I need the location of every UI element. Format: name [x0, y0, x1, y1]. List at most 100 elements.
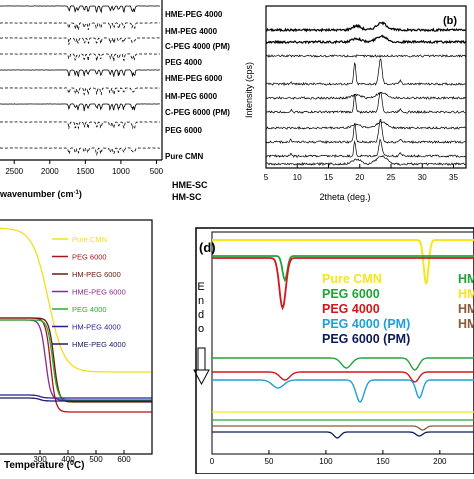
panel-d-legend-entry: HM [458, 317, 474, 331]
panel-b-xrd: (b) 5 10 15 20 25 30 35 Intensity (cps) 2theta… [244, 5, 467, 202]
panel-d-plot-frame [211, 231, 474, 455]
panel-d-series-line [212, 357, 474, 371]
panel-c-series-line [0, 319, 152, 401]
panel-d-panel-label: (d) [199, 240, 216, 255]
panel-b-y-label: Intensity (cps) [244, 62, 254, 118]
panel-b-x-tick-label: 10 [293, 173, 302, 182]
panel-c-tga: Pure CMN PEG 6000 HM-PEG 6000 HME-PEG 6000 P… [0, 219, 153, 472]
endo-arrow-head [193, 369, 210, 386]
panel-d-legend-entry: HM [458, 302, 474, 316]
panel-a-series-line [0, 87, 161, 97]
panel-a-curves [0, 5, 161, 156]
panel-d-series-line [212, 371, 474, 383]
panel-c-series-line [0, 227, 152, 373]
panel-a-series-line [0, 53, 160, 62]
panel-a-legend-entry: HME-PEG 4000 [165, 10, 223, 19]
panel-a-series-line [0, 5, 160, 14]
panel-b-series-line [265, 155, 466, 167]
panel-c-series-line [0, 317, 152, 403]
panel-b-series-line [265, 138, 466, 159]
panel-a-legend-entry: HM-PEG 6000 [165, 92, 218, 101]
panel-c-x-tick-label: 500 [89, 455, 103, 464]
panel-a-x-tick-label: 2000 [41, 167, 59, 176]
panel-c-legend-entry: HME-PEG 6000 [72, 288, 126, 297]
panel-d-series-line [212, 239, 474, 285]
panel-c-ticks: 300 400 500 600 [33, 450, 131, 464]
panel-a-x-tick-label: 500 [150, 167, 164, 176]
panel-b-series-line [265, 53, 466, 58]
panel-d-curves [212, 239, 474, 439]
panel-a-extra-label: HM-SC [172, 192, 202, 202]
panel-d-series-line [212, 255, 474, 283]
panel-d-series-line [212, 257, 474, 311]
panel-d-x-tick-label: 150 [376, 457, 390, 466]
panel-a-series-line [0, 121, 161, 130]
panel-b-panel-label: (b) [443, 15, 457, 27]
panel-c-x-tick-label: 600 [117, 455, 131, 464]
panel-a-legend-entry: HME-PEG 6000 [165, 74, 223, 83]
panel-b-x-tick-label: 15 [324, 173, 333, 182]
panel-d-legend-entry: HM [458, 287, 474, 301]
panel-a-legend-entry: Pure CMN [165, 152, 203, 161]
panel-c-x-tick-label: 300 [33, 455, 47, 464]
panel-b-series-line [265, 21, 466, 33]
panel-c-series-line [0, 394, 152, 399]
panel-d-ticks: 0 50 100 150 200 [210, 450, 447, 466]
panel-b-x-tick-label: 30 [418, 173, 427, 182]
panel-c-legend-entry: Pure CMN [72, 235, 107, 244]
panel-d-legend-entry: PEG 6000 [322, 287, 380, 301]
panel-c-legend-entry: HM-PEG 4000 [72, 323, 121, 332]
panel-c-legend-entry: PEG 4000 [72, 305, 107, 314]
panel-d-legend-entry: PEG 4000 (PM) [322, 317, 410, 331]
panel-c-series-line [0, 319, 152, 401]
panel-c-x-tick-label: 400 [61, 455, 75, 464]
panel-a-legend-entry: C-PEG 6000 (PM) [165, 108, 230, 117]
panel-b-series-line [265, 120, 466, 131]
panel-a-legend-entry: HM-PEG 4000 [165, 27, 218, 36]
panel-b-series-line [265, 34, 467, 45]
panel-a-series-line [0, 103, 160, 112]
panel-d-series-line [212, 431, 474, 439]
panel-a-x-tick-label: 1500 [76, 167, 94, 176]
panel-a-legend-entry: PEG 4000 [165, 58, 202, 67]
panel-d-y-label-char: d [198, 309, 204, 321]
panel-d-y-label-char: n [198, 295, 204, 307]
panel-d-x-tick-label: 100 [319, 457, 333, 466]
panel-c-legend-entry: HM-PEG 6000 [72, 270, 121, 279]
panel-d-x-tick-label: 0 [210, 457, 215, 466]
panel-c-x-label: Temperature (0C) [4, 460, 84, 472]
panel-a-series-line [0, 37, 160, 45]
panel-b-series-line [265, 58, 466, 87]
panel-a-series-line [0, 147, 160, 156]
panel-d-legend-entry: PEG 4000 [322, 302, 380, 316]
panel-d-x-tick-label: 50 [265, 457, 274, 466]
panel-a-x-label: wavenumber (cm-1) [0, 189, 82, 199]
panel-b-curves [265, 21, 467, 167]
panel-b-x-tick-label: 25 [387, 173, 396, 182]
panel-a-ticks: 2500 2000 1500 1000 500 [5, 160, 164, 176]
panel-a-series-line [0, 69, 160, 78]
panel-c-series-line [0, 397, 152, 402]
panel-d-series-line [212, 425, 474, 431]
panel-b-x-tick-label: 5 [264, 173, 269, 182]
panel-d-legend-entry: HM [458, 272, 474, 286]
panel-d-legend-entry: Pure CMN [322, 272, 382, 286]
panel-d-y-label-char: o [198, 323, 204, 335]
panel-b-series-line [265, 118, 466, 144]
panel-a-legend: HME-PEG 4000 HM-PEG 4000 C-PEG 4000 (PM) PE… [165, 10, 230, 161]
panel-c-legend-entry: PEG 6000 [72, 253, 107, 262]
panel-d-endo-arrow [193, 347, 210, 386]
panel-b-series-line [265, 91, 466, 100]
panel-d-x-tick-label: 200 [433, 457, 447, 466]
panel-d-legend-entry: PEG 6000 (PM) [322, 332, 410, 346]
panel-c-legend: Pure CMN PEG 6000 HM-PEG 6000 HME-PEG 6000 P… [52, 235, 126, 349]
panel-a-series-line [0, 22, 160, 31]
panel-b-series-line [265, 91, 466, 114]
panel-b-x-tick-label: 35 [449, 173, 458, 182]
panel-a-ftir: HME-PEG 4000 HM-PEG 4000 C-PEG 4000 (PM) PE… [0, 0, 230, 202]
panel-a-legend-entry: C-PEG 4000 (PM) [165, 42, 230, 51]
